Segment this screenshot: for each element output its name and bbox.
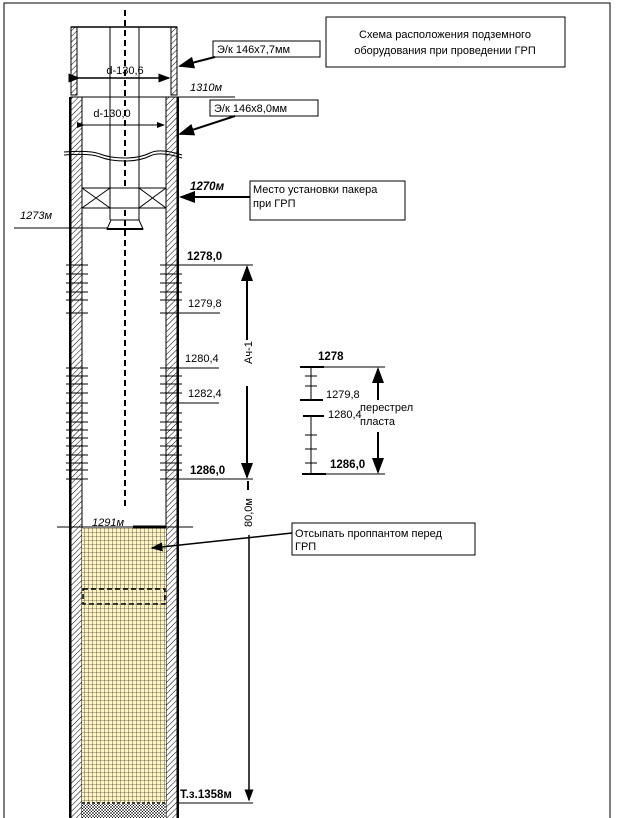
legend-label-2: пласта bbox=[360, 416, 396, 428]
perforation-legend: 1278 1279,8 1280,4 1286,0 перестрел плас… bbox=[300, 351, 413, 475]
depth-1279-8: 1279,8 bbox=[188, 298, 222, 310]
depth-1282-4: 1282,4 bbox=[188, 388, 222, 400]
packer-note-line-2: при ГРП bbox=[253, 198, 296, 210]
formation-label: Ач-1 bbox=[243, 341, 255, 364]
upper-diameter: d-130,6 bbox=[106, 65, 143, 77]
proppant-note-line-2: ГРП bbox=[295, 541, 316, 553]
interval-label: 80,0м bbox=[243, 498, 255, 527]
dashed-zone bbox=[82, 588, 166, 605]
packer-depth: 1270м bbox=[190, 181, 225, 193]
break-line bbox=[63, 150, 183, 162]
depth-1280-4: 1280,4 bbox=[185, 353, 219, 365]
proppant-note-line-1: Отсыпать проппантом перед bbox=[295, 528, 443, 540]
legend-b: 1280,4 bbox=[328, 409, 362, 421]
legend-a: 1279,8 bbox=[326, 389, 360, 401]
bottom-perf-depth: 1286,0 bbox=[190, 465, 225, 477]
packer-note-box bbox=[249, 180, 406, 221]
lower-casing-label-box bbox=[209, 99, 319, 117]
proppant-fill bbox=[82, 528, 166, 803]
lower-diameter: d-130,0 bbox=[93, 108, 130, 120]
packer-note-line-1: Место установки пакера bbox=[253, 184, 378, 196]
sand-bottom bbox=[82, 804, 166, 818]
upper-casing bbox=[70, 26, 178, 96]
upper-casing-label-box bbox=[212, 40, 321, 58]
title-box: Схема расположения подземного оборудован… bbox=[325, 16, 566, 68]
upper-casing-label: Э/к 146х7,7мм bbox=[217, 44, 290, 56]
proppant-top-depth: 1291м bbox=[92, 517, 124, 529]
tubing-end-depth: 1273м bbox=[20, 210, 52, 222]
top-perf-depth: 1278,0 bbox=[187, 251, 222, 263]
title-line-1: Схема расположения подземного bbox=[359, 29, 531, 41]
proppant-note-box bbox=[291, 522, 476, 556]
lower-casing-arrow bbox=[178, 115, 236, 136]
legend-bottom: 1286,0 bbox=[330, 459, 365, 471]
casing-joint-depth: 1310м bbox=[190, 82, 222, 94]
bottom-hole-depth: Т.з.1358м bbox=[180, 789, 232, 801]
page-border bbox=[3, 2, 611, 818]
packer bbox=[81, 187, 167, 209]
legend-top: 1278 bbox=[318, 351, 344, 363]
upper-casing-arrow bbox=[178, 56, 216, 69]
perforation-ticks bbox=[66, 264, 182, 480]
title-line-2: оборудования при проведении ГРП bbox=[354, 45, 536, 57]
lower-casing-label: Э/к 146х8,0мм bbox=[214, 103, 287, 115]
proppant-arrow bbox=[150, 532, 293, 552]
legend-label-1: перестрел bbox=[360, 402, 413, 414]
